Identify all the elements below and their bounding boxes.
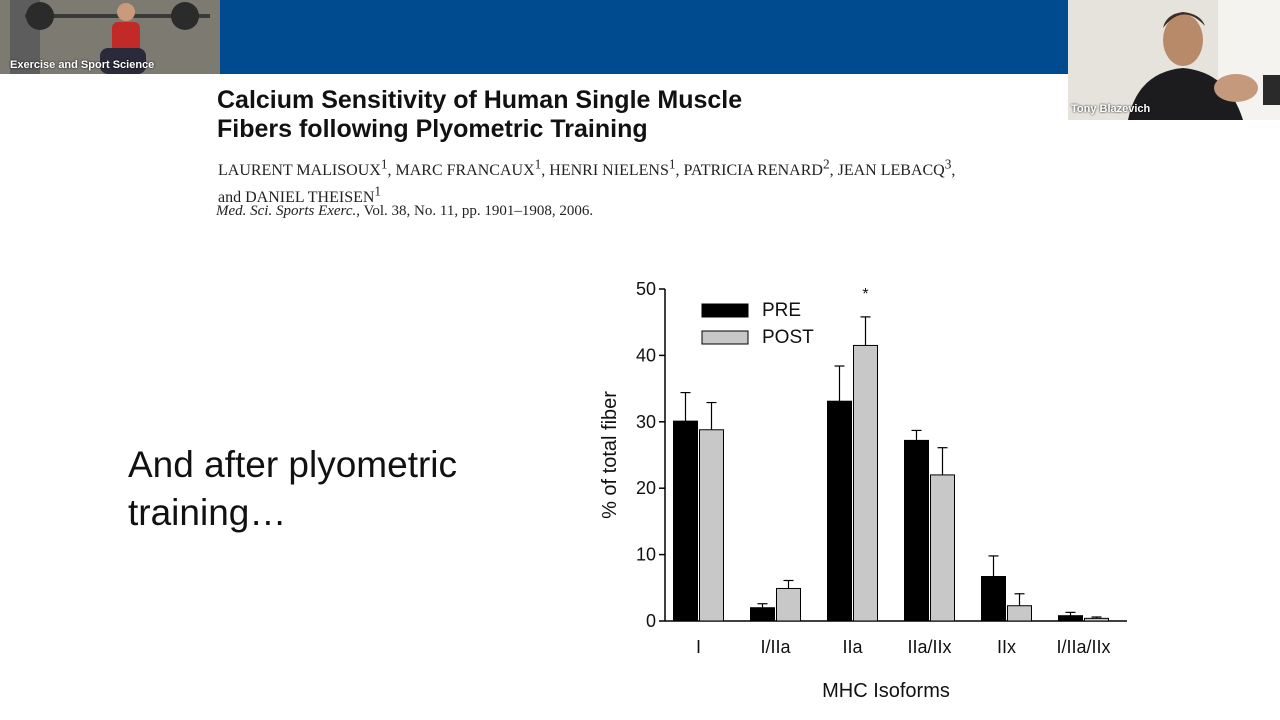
paper-title-line: Calcium Sensitivity of Human Single Musc… xyxy=(217,86,743,114)
author: JEAN LEBACQ3, xyxy=(837,157,956,180)
bar-post xyxy=(699,429,724,622)
author: MARC FRANCAUX1, xyxy=(395,157,550,180)
paper-title-line: Fibers following Plyometric Training xyxy=(217,115,648,143)
legend-label: PRE xyxy=(762,300,801,321)
x-tick-label: IIa xyxy=(842,637,863,657)
y-tick-label: 20 xyxy=(636,478,656,498)
bar-pre xyxy=(673,420,698,622)
slide-body-text: And after plyometric training… xyxy=(128,441,568,537)
video-tile-left[interactable]: Exercise and Sport Science xyxy=(0,0,220,74)
legend-swatch-post xyxy=(701,330,749,345)
bar-pre xyxy=(904,439,929,622)
mhc-isoform-bar-chart: 0 10 20 30 40 50 % of total fiber I I/IIa IIa * IIa… xyxy=(599,279,1127,702)
legend-label: POST xyxy=(762,327,814,348)
slide-text-line: And after plyometric xyxy=(128,444,458,485)
slide-text-line: training… xyxy=(128,492,287,533)
bar-post xyxy=(776,587,801,622)
x-tick-label: I/IIa/IIx xyxy=(1056,637,1110,657)
bar-post xyxy=(930,474,955,622)
journal-name: Med. Sci. Sports Exerc. xyxy=(216,203,357,219)
y-tick-label: 0 xyxy=(646,611,656,631)
y-tick-label: 50 xyxy=(636,279,656,299)
x-tick-label: I xyxy=(696,637,701,657)
citation-details: , Vol. 38, No. 11, pp. 1901–1908, 2006. xyxy=(356,203,594,219)
participant-name-right: Tony Blazevich xyxy=(1071,103,1151,115)
video-tile-right[interactable]: Tony Blazevich xyxy=(1068,0,1280,120)
x-tick-label: IIx xyxy=(997,637,1016,657)
legend-swatch-pre xyxy=(701,303,749,318)
participant-video-left xyxy=(0,0,220,74)
x-tick-label: I/IIa xyxy=(760,637,791,657)
paper-citation: Med. Sci. Sports Exerc., Vol. 38, No. 11… xyxy=(216,203,593,220)
y-tick-label: 10 xyxy=(636,545,656,565)
significance-annotation: * xyxy=(862,286,868,303)
x-tick-label: IIa/IIx xyxy=(907,637,951,657)
bar-post xyxy=(853,344,878,622)
bar-pre xyxy=(1058,615,1083,622)
y-tick-label: 40 xyxy=(636,345,656,365)
paper-title: Calcium Sensitivity of Human Single Musc… xyxy=(217,86,977,144)
x-axis-label: MHC Isoforms xyxy=(822,680,950,702)
paper-authors: LAURENT MALISOUX1, MARC FRANCAUX1, HENRI… xyxy=(218,155,1078,208)
bar-post xyxy=(1007,605,1032,622)
author: HENRI NIELENS1, xyxy=(549,157,684,180)
y-axis-label: % of total fiber xyxy=(599,391,621,519)
participant-name-left: Exercise and Sport Science xyxy=(10,59,155,71)
author: and DANIEL THEISEN1 xyxy=(218,183,382,206)
participant-video-right xyxy=(1068,0,1280,120)
bar-post xyxy=(1084,617,1109,622)
bar-pre xyxy=(827,400,852,622)
bar-pre xyxy=(981,576,1006,622)
author: LAURENT MALISOUX1, xyxy=(218,157,396,180)
y-tick-label: 30 xyxy=(636,412,656,432)
bar-pre xyxy=(750,607,775,622)
author: PATRICIA RENARD2, xyxy=(683,157,838,180)
